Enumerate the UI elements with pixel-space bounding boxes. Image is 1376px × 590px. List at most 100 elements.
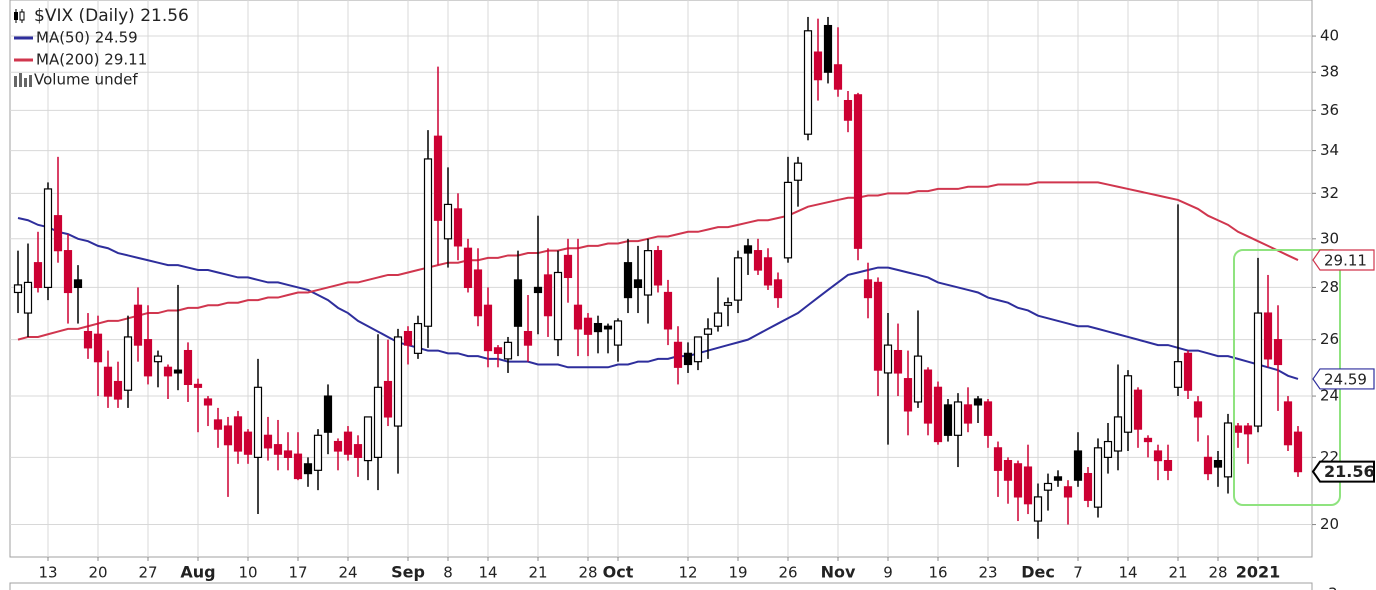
candle-body <box>433 135 443 221</box>
x-tick-label: 21 <box>1168 564 1187 582</box>
candle-body <box>663 291 673 330</box>
candle-body <box>373 386 383 458</box>
candle-body <box>733 257 743 301</box>
candle-body <box>83 330 93 349</box>
candle-body <box>1213 459 1223 468</box>
candle-body <box>633 279 643 289</box>
candle-body <box>803 30 813 135</box>
candle-body <box>623 262 633 299</box>
candle-body <box>1103 440 1113 458</box>
candle-body <box>473 269 483 317</box>
y-tick-label: 34 <box>1320 141 1339 159</box>
candle-body <box>213 419 223 430</box>
candle-body <box>483 304 493 352</box>
candle-body <box>1093 447 1103 508</box>
candle-body <box>553 271 563 341</box>
marks <box>13 16 1303 539</box>
x-tick-label: Dec <box>1021 563 1055 582</box>
candle-body <box>293 453 303 480</box>
candle-body <box>1083 472 1093 501</box>
candle-body <box>63 250 73 294</box>
candle-body <box>883 344 893 374</box>
candle-body <box>933 386 943 443</box>
x-tick-label: Sep <box>391 563 425 582</box>
x-tick-label: 20 <box>88 564 107 582</box>
candle-body <box>693 336 703 363</box>
y-tick-label: 30 <box>1320 229 1339 247</box>
candle-body <box>243 431 253 455</box>
candle-body <box>53 215 63 252</box>
candle-body <box>283 450 293 458</box>
candle-body <box>773 279 783 299</box>
x-tick-label: 13 <box>38 564 57 582</box>
candle-body <box>1253 312 1263 427</box>
candle-body <box>613 320 623 346</box>
x-tick-label: 28 <box>578 564 597 582</box>
candle-body <box>1203 456 1213 475</box>
volume-icon <box>14 73 32 87</box>
candle-body <box>73 279 83 289</box>
candle-body <box>263 434 273 449</box>
candle-body <box>1153 450 1163 462</box>
candle-body <box>113 380 123 400</box>
candle-body <box>303 463 313 475</box>
candle-body <box>1073 450 1083 481</box>
x-tick-label: 26 <box>778 564 797 582</box>
candle-body <box>323 395 333 433</box>
legend-label: Volume undef <box>34 71 138 89</box>
candle-body <box>713 312 723 327</box>
x-tick-label: 16 <box>928 564 947 582</box>
candle-body <box>313 434 323 471</box>
candle-body <box>603 325 613 330</box>
x-tick-label: Nov <box>821 563 856 582</box>
candle-body <box>153 355 163 363</box>
candle-body <box>103 366 113 397</box>
grid <box>10 0 1316 561</box>
x-tick-label: 17 <box>288 564 307 582</box>
candle-body <box>763 257 773 286</box>
candle-body <box>393 336 403 427</box>
x-tick-label: 2021 <box>1236 563 1281 582</box>
candle-body <box>903 378 913 412</box>
legend-label: MA(200) 29.11 <box>36 51 147 69</box>
candle-body <box>703 328 713 335</box>
x-tick-label: 24 <box>338 564 357 582</box>
candle-body <box>833 64 843 90</box>
candle-body <box>43 188 53 289</box>
candle-body <box>1273 339 1283 366</box>
candle-body <box>183 349 193 386</box>
price-tag <box>1312 368 1375 390</box>
price-tag-label: 29.11 <box>1324 252 1367 270</box>
candle-body <box>953 401 963 436</box>
candle-body <box>503 341 513 360</box>
x-tick-label: 7 <box>1073 564 1083 582</box>
candle-body <box>33 262 43 289</box>
candle-body <box>973 398 983 406</box>
y-tick-label: 20 <box>1320 515 1339 533</box>
price-tag-label: 21.56 <box>1324 462 1375 481</box>
candle-body <box>1193 401 1203 418</box>
candle-body <box>513 279 523 327</box>
x-tick-label: 14 <box>478 564 497 582</box>
candle-body <box>913 355 923 403</box>
candle-body <box>173 369 183 374</box>
candle-body <box>843 99 853 121</box>
y-tick-label: 36 <box>1320 101 1339 119</box>
candle-body <box>593 322 603 333</box>
candle-body <box>543 274 553 317</box>
lower-panel-frame <box>9 582 1313 590</box>
candle-body <box>1123 375 1133 433</box>
candle-body <box>993 447 1003 471</box>
candle-body <box>1173 361 1183 388</box>
candle-body <box>1293 431 1303 473</box>
candle-body <box>753 250 763 271</box>
candle-body <box>533 286 543 294</box>
candle-body <box>1243 425 1253 435</box>
x-tick-label: 19 <box>728 564 747 582</box>
candle-body <box>273 444 283 455</box>
candle-body <box>163 366 173 377</box>
candle-body <box>1263 312 1273 360</box>
candle-body <box>1003 459 1013 481</box>
candle-body <box>1233 425 1243 433</box>
candle-body <box>743 245 753 254</box>
